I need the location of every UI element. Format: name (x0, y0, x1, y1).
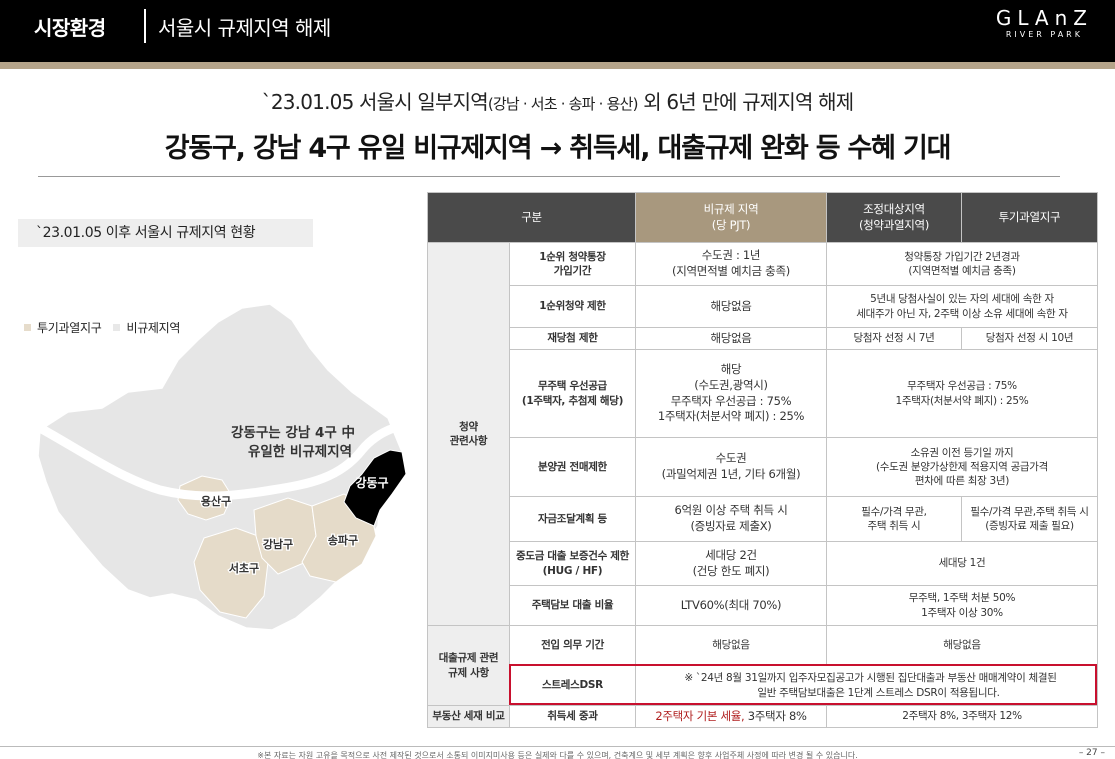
row-nonreg-value: 해당없음 (635, 285, 827, 328)
legend-swatch (24, 324, 31, 331)
row-adjust-value: 필수/가격 무관, 주택 취득 시 (826, 496, 962, 542)
row-reg-value: 5년내 당첨사실이 있는 자의 세대에 속한 자 세대주가 아닌 자, 2주택 이… (826, 285, 1098, 328)
seoul-map: 강동구는 강남 4구 中 유일한 비규제지역 강동구 용산구 강남구 송파구 서… (37, 303, 407, 631)
row-spec-value: 당첨자 선정 시 10년 (961, 327, 1098, 350)
section-title: 시장환경 (34, 16, 106, 40)
map-legend: 투기과열지구 비규제지역 (24, 319, 192, 336)
label-gangnam: 강남구 (263, 537, 293, 551)
regulation-table: 구분 비규제 지역 (당 PJT) 조정대상지역 (청약과열지역) 투기과열지구 청… (427, 192, 1098, 728)
label-yongsan: 용산구 (201, 494, 231, 508)
row-adjust-value: 당첨자 선정 시 7년 (826, 327, 962, 350)
row-reg-value: 2주택자 8%, 3주택자 12% (826, 705, 1098, 728)
logo-sub: RIVER PARK (1005, 30, 1083, 39)
headline-date-suffix: 외 6년 만에 규제지역 해제 (637, 90, 854, 114)
page-number: – 27 – (1078, 748, 1105, 758)
row-item: 전입 의무 기간 (509, 625, 636, 666)
table-row: 분양권 전매제한 수도권 (과밀억제권 1년, 기타 6개월) 소유권 이전 등기… (428, 437, 1098, 497)
row-item: 무주택 우선공급 (1주택자, 추첨제 해당) (509, 349, 636, 438)
table-row: 자금조달계획 등 6억원 이상 주택 취득 시 (증빙자료 제출X) 필수/가격 … (428, 496, 1098, 542)
headline-main: 강동구, 강남 4구 유일 비규제지역 → 취득세, 대출규제 완화 등 수혜 … (164, 133, 952, 164)
map-callout-line2: 유일한 비규제지역 (248, 443, 352, 460)
row-reg-value: 해당없음 (826, 625, 1098, 666)
row-item: 1순위 청약통장 가입기간 (509, 242, 636, 286)
status-title: `23.01.05 이후 서울시 규제지역 현황 (18, 219, 313, 247)
row-item: 1순위청약 제한 (509, 285, 636, 328)
table-row: 스트레스DSR ※ `24년 8월 31일까지 입주자모집공고가 시행된 집단대… (428, 665, 1098, 706)
table-row: 중도금 대출 보증건수 제한 (HUG / HF) 세대당 2건 (건당 한도 폐지… (428, 541, 1098, 586)
row-reg-value: 소유권 이전 등기일 까지 (수도권 분양가상한제 적용지역 공급가격 편차에 따른… (826, 437, 1098, 497)
legend-item-speculation: 투기과열지구 (24, 319, 102, 336)
map-callout-line1: 강동구는 강남 4구 中 (231, 424, 355, 441)
footer-disclaimer: ※본 자료는 자원 고유을 목적으로 사전 제작된 것으로서 소통되 이미지미사… (257, 751, 858, 759)
table-row: 주택담보 대출 비율 LTV60%(최대 70%) 무주택, 1주택 처분 50… (428, 585, 1098, 626)
label-songpa: 송파구 (328, 533, 358, 547)
row-nonreg-value: LTV60%(최대 70%) (635, 585, 827, 626)
legend-item-nonregulated: 비규제지역 (113, 319, 180, 336)
row-reg-value: 무주택자 우선공급 : 75% 1주택자(처분서약 폐지) : 25% (826, 349, 1098, 438)
stress-dsr-note: ※ `24년 8월 31일까지 입주자모집공고가 시행된 집단대출과 부동산 매… (635, 665, 1098, 706)
section-subtitle: 서울시 규제지역 해제 (158, 16, 331, 40)
label-seocho: 서초구 (229, 561, 259, 575)
headline-date: `23.01.05 서울시 일부지역(강남 · 서초 · 송파 · 용산) 외 … (0, 86, 1115, 115)
header-adjustment-area: 조정대상지역 (청약과열지역) (826, 192, 962, 243)
row-item: 취득세 중과 (509, 705, 636, 728)
row-item: 주택담보 대출 비율 (509, 585, 636, 626)
header-non-regulated: 비규제 지역 (당 PJT) (635, 192, 827, 243)
row-nonreg-value: 해당없음 (635, 327, 827, 350)
row-nonreg-value: 6억원 이상 주택 취득 시 (증빙자료 제출X) (635, 496, 827, 542)
table-row: 무주택 우선공급 (1주택자, 추첨제 해당) 해당 (수도권,광역시) 무주택자 우… (428, 349, 1098, 438)
headline-rule (38, 176, 1060, 177)
logo-main: GLAnZ (995, 6, 1093, 30)
row-reg-value: 청약통장 가입기간 2년경과 (지역면적별 예치금 충족) (826, 242, 1098, 286)
legend-swatch (113, 324, 121, 331)
top-bar: 시장환경 서울시 규제지역 해제 GLAnZ RIVER PARK (0, 0, 1115, 62)
table-row: 재당첨 제한 해당없음 당첨자 선정 시 7년 당첨자 선정 시 10년 (428, 327, 1098, 350)
table-header-row: 구분 비규제 지역 (당 PJT) 조정대상지역 (청약과열지역) 투기과열지구 (427, 192, 1098, 243)
row-item: 재당첨 제한 (509, 327, 636, 350)
row-item: 스트레스DSR (509, 665, 636, 706)
brand-logo: GLAnZ RIVER PARK (996, 6, 1093, 39)
row-item: 분양권 전매제한 (509, 437, 636, 497)
row-nonreg-value: 세대당 2건 (건당 한도 폐지) (635, 541, 827, 586)
row-item: 자금조달계획 등 (509, 496, 636, 542)
district-seocho (193, 527, 269, 619)
headline-date-prefix: `23.01.05 서울시 일부지역 (261, 90, 489, 114)
header-divider (144, 9, 146, 43)
district-gangdong (343, 449, 407, 527)
row-nonreg-value: 수도권 : 1년 (지역면적별 예치금 충족) (635, 242, 827, 286)
table-row: 대출규제 관련 규제 사항 전입 의무 기간 해당없음 해당없음 (427, 625, 1098, 706)
table-row: 부동산 세재 비교 취득세 중과 2주택자 기본 세율, 3주택자 8% 2주택… (427, 705, 1098, 728)
row-reg-value: 무주택, 1주택 처분 50% 1주택자 이상 30% (826, 585, 1098, 626)
han-river (37, 423, 396, 501)
row-nonreg-value: 2주택자 기본 세율, 3주택자 8% (635, 705, 827, 728)
row-spec-value: 필수/가격 무관,주택 취득 시 (증빙자료 제출 필요) (961, 496, 1098, 542)
header-category: 구분 (427, 192, 636, 243)
gold-strip (0, 62, 1115, 69)
table-row: 청약 관련사항 1순위 청약통장 가입기간 수도권 : 1년 (지역면적별 예치금 충… (427, 242, 1098, 626)
group-subscription: 청약 관련사항 (427, 242, 510, 626)
legend-label: 비규제지역 (126, 321, 181, 335)
row-nonreg-value: 해당 (수도권,광역시) 무주택자 우선공급 : 75% 1주택자(처분서약 폐지) … (635, 349, 827, 438)
row-reg-value: 세대당 1건 (826, 541, 1098, 586)
row-nonreg-value: 해당없음 (635, 625, 827, 666)
table-row: 1순위청약 제한 해당없음 5년내 당첨사실이 있는 자의 세대에 속한 자 세대… (428, 285, 1098, 328)
group-tax: 부동산 세재 비교 (427, 705, 510, 728)
legend-label: 투기과열지구 (37, 321, 102, 335)
footer-rule (0, 746, 1115, 747)
label-gangdong: 강동구 (355, 476, 388, 490)
group-loan: 대출규제 관련 규제 사항 (427, 625, 510, 706)
headline-date-districts: (강남 · 서초 · 송파 · 용산) (487, 95, 639, 113)
row-item: 중도금 대출 보증건수 제한 (HUG / HF) (509, 541, 636, 586)
row-nonreg-value: 수도권 (과밀억제권 1년, 기타 6개월) (635, 437, 827, 497)
header-speculation-area: 투기과열지구 (961, 192, 1098, 243)
